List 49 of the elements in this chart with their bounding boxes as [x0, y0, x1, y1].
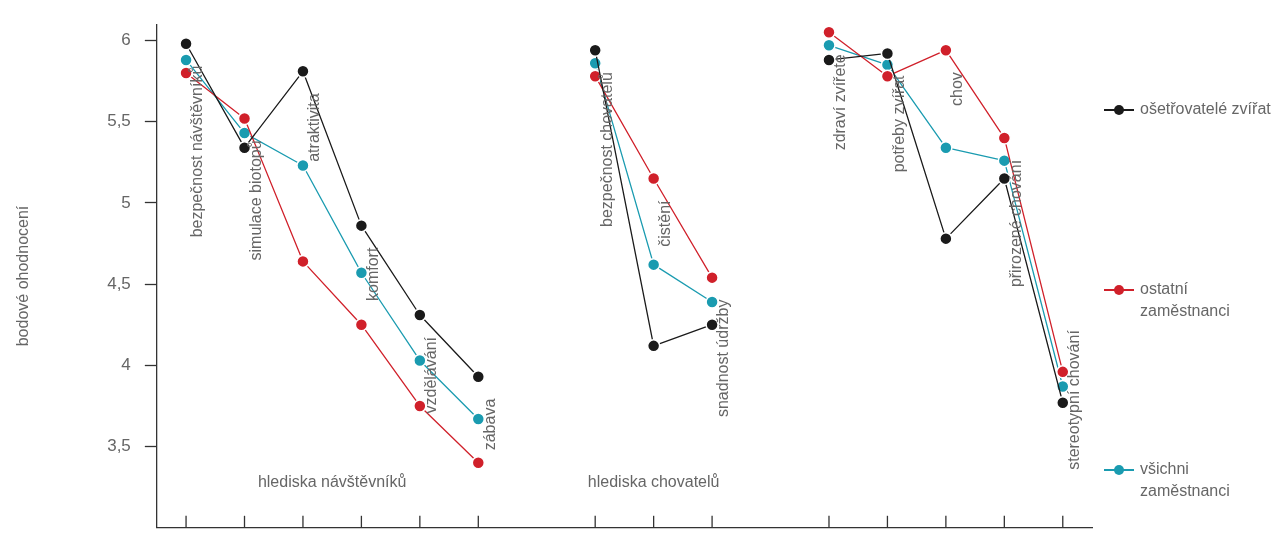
- point: [939, 231, 953, 246]
- point: [237, 126, 252, 140]
- x-tick-label: vzdělávání: [422, 336, 440, 414]
- point: [354, 317, 369, 332]
- point: [413, 308, 427, 322]
- legend-label: ostatní zaměstnanci: [1140, 280, 1230, 320]
- y-tick-label: 6: [121, 30, 131, 50]
- annotation: hlediska návštěvníků: [257, 473, 407, 491]
- x-tick-label: bezpečnost chovatelů: [597, 72, 615, 227]
- point: [354, 218, 369, 233]
- x-tick-label: potřeby zvířat: [889, 74, 907, 173]
- point: [880, 46, 895, 61]
- point: [588, 43, 602, 57]
- x-tick-label: zdraví zvířete: [831, 54, 849, 151]
- point: [296, 64, 310, 79]
- x-tick-label: chov: [948, 72, 966, 106]
- point: [939, 43, 953, 57]
- point: [471, 369, 486, 384]
- x-tick-label: komfort: [363, 247, 381, 301]
- x-tick-label: stereotypní chování: [1065, 329, 1083, 470]
- point: [237, 111, 252, 126]
- point: [822, 25, 836, 40]
- point: [296, 254, 310, 269]
- point: [822, 38, 836, 53]
- point: [646, 257, 661, 272]
- y-tick-label: 3,5: [107, 436, 131, 456]
- y-axis-title: bodové ohodnocení: [14, 205, 32, 347]
- point: [646, 171, 661, 186]
- legend-label: všichni zaměstnanci: [1140, 460, 1230, 500]
- annotation: hlediska chovatelů: [587, 473, 720, 491]
- point: [179, 53, 193, 67]
- y-tick-label: 5,5: [107, 111, 131, 131]
- x-tick-label: přirozené chování: [1006, 159, 1024, 288]
- point: [471, 456, 486, 470]
- point: [646, 339, 661, 353]
- x-tick-label: bezpečnost návštěvníků: [188, 65, 206, 238]
- y-tick-label: 4: [121, 355, 131, 375]
- y-tick-label: 4,5: [107, 273, 131, 293]
- x-tick-label: čistění: [656, 199, 674, 247]
- y-tick-label: 5: [121, 192, 131, 212]
- legend-label: ošetřovatelé zvířat: [1140, 100, 1272, 118]
- point: [705, 270, 719, 285]
- point: [179, 36, 193, 51]
- x-tick-label: simulace biotopů: [246, 140, 264, 261]
- x-tick-label: atraktivita: [305, 93, 323, 162]
- x-tick-label: snadnost údržby: [714, 299, 732, 418]
- point: [997, 131, 1012, 145]
- x-tick-label: zábava: [480, 398, 498, 451]
- point: [939, 140, 953, 155]
